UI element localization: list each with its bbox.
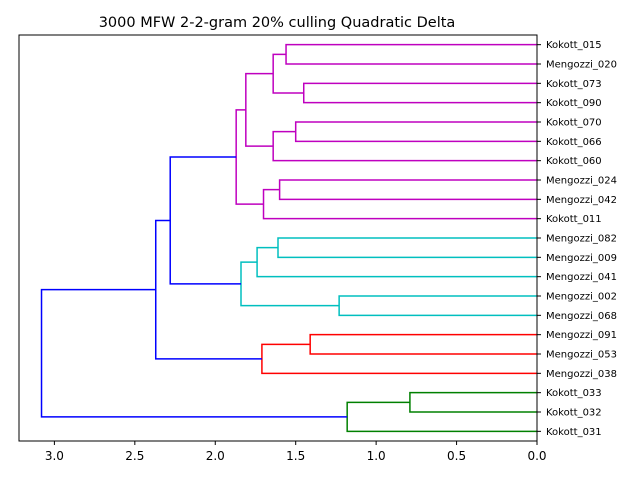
dendrogram-link-cyan: [277, 237, 537, 259]
dendrogram-link-magenta: [245, 72, 274, 147]
dendrogram-link-red: [261, 343, 537, 375]
x-tick-label: 2.0: [206, 449, 225, 463]
x-tick-label: 0.0: [527, 449, 546, 463]
dendrogram-link-blue: [169, 156, 241, 285]
leaf-label: Kokott_033: [546, 388, 602, 399]
dendrogram-link-red: [309, 333, 537, 355]
x-axis: 3.0 2.5 2.0 1.5 1.0 0.5 0.0: [45, 441, 547, 463]
leaf-label: Kokott_070: [546, 118, 602, 129]
x-tick-label: 2.5: [125, 449, 144, 463]
dendrogram-link-magenta: [294, 121, 537, 143]
leaf-label: Kokott_031: [546, 427, 602, 438]
x-tick-label: 1.5: [286, 449, 305, 463]
dendrogram-link-magenta: [302, 82, 537, 104]
leaf-label: Mengozzi_068: [546, 311, 617, 322]
dendrogram-link-cyan: [240, 261, 340, 307]
leaf-label: Mengozzi_041: [546, 272, 617, 283]
leaf-label: Mengozzi_082: [546, 234, 617, 245]
leaf-label: Kokott_090: [546, 98, 602, 109]
leaf-label: Mengozzi_053: [546, 350, 617, 361]
leaf-label: Mengozzi_038: [546, 369, 617, 380]
dendrogram-link-blue: [40, 288, 348, 418]
dendrogram-link-green: [346, 401, 537, 433]
dendrogram-link-magenta: [262, 188, 537, 220]
leaf-label: Kokott_032: [546, 408, 602, 419]
leaf-label: Mengozzi_020: [546, 60, 617, 71]
leaf-label: Kokott_060: [546, 156, 602, 167]
dendrogram-link-green: [409, 391, 537, 413]
x-tick-label: 1.0: [367, 449, 386, 463]
x-tick-label: 3.0: [45, 449, 64, 463]
leaf-label: Mengozzi_024: [546, 176, 617, 187]
leaf-label: Kokott_073: [546, 79, 602, 90]
leaf-label: Kokott_066: [546, 137, 602, 148]
leaf-label: Mengozzi_042: [546, 195, 617, 206]
leaf-label: Mengozzi_009: [546, 253, 617, 264]
leaf-label: Mengozzi_091: [546, 330, 617, 341]
dendrogram-link-cyan: [256, 246, 537, 278]
dendrogram-link-magenta: [235, 109, 264, 205]
chart-title: 3000 MFW 2-2-gram 20% culling Quadratic …: [99, 15, 456, 31]
dendrogram-link-magenta: [278, 179, 537, 201]
dendrogram-link-blue: [154, 219, 262, 360]
dendrogram-links: [40, 43, 537, 433]
dendrogram-link-magenta: [272, 130, 537, 162]
leaf-labels: Kokott_015 Mengozzi_020 Kokott_073 Kokott_0…: [537, 40, 617, 438]
dendrogram-link-cyan: [338, 295, 537, 317]
leaf-label: Kokott_011: [546, 214, 602, 225]
leaf-label: Mengozzi_002: [546, 292, 617, 303]
dendrogram-link-magenta: [285, 43, 537, 65]
dendrogram-link-magenta: [272, 53, 304, 94]
leaf-label: Kokott_015: [546, 40, 602, 51]
x-tick-label: 0.5: [447, 449, 466, 463]
